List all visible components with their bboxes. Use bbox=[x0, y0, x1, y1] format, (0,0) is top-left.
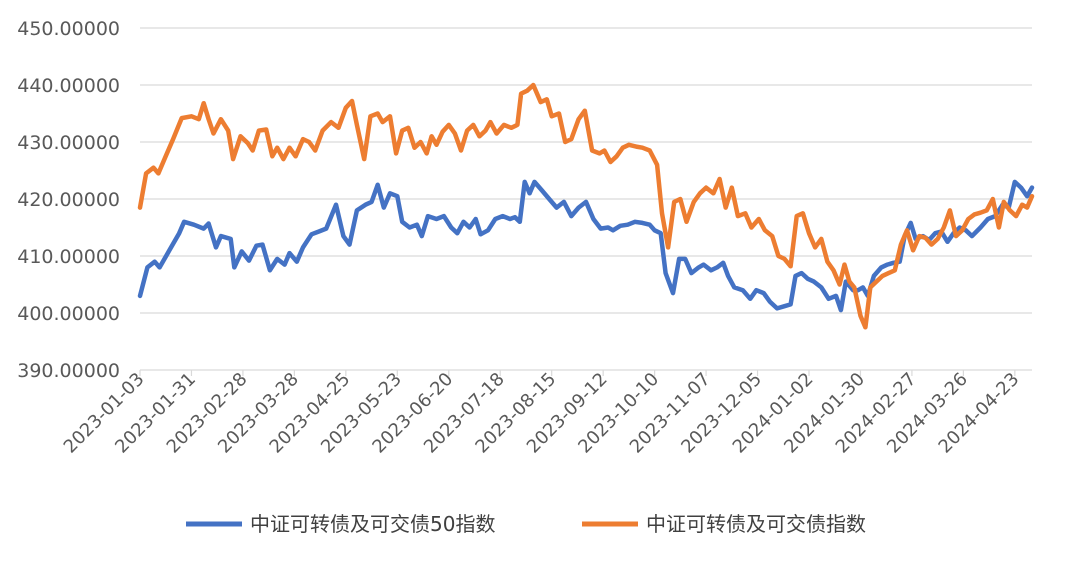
y-tick-label: 420.00000 bbox=[17, 189, 120, 211]
legend-label-cb-all: 中证可转债及可交债指数 bbox=[646, 512, 866, 536]
y-axis: 390.00000 400.00000 410.00000 420.00000 430.… bbox=[17, 18, 120, 382]
y-tick-label: 410.00000 bbox=[17, 246, 120, 268]
legend-item-cb50[interactable]: 中证可转债及可交债50指数 bbox=[186, 512, 495, 536]
y-tick-label: 400.00000 bbox=[17, 303, 120, 325]
y-tick-label: 440.00000 bbox=[17, 75, 120, 97]
y-tick-label: 450.00000 bbox=[17, 18, 120, 40]
y-tick-label: 430.00000 bbox=[17, 132, 120, 154]
legend: 中证可转债及可交债50指数 中证可转债及可交债指数 bbox=[186, 512, 866, 536]
legend-item-cb-all[interactable]: 中证可转债及可交债指数 bbox=[582, 512, 866, 536]
series-line-cb50 bbox=[137, 179, 1035, 313]
y-tick-label: 390.00000 bbox=[17, 360, 120, 382]
gridlines bbox=[140, 27, 1032, 314]
series-line-cb-all bbox=[137, 82, 1035, 330]
x-axis: 2023-01-032023-01-312023-02-282023-03-28… bbox=[60, 369, 1032, 458]
series-lines bbox=[137, 82, 1035, 330]
legend-label-cb50: 中证可转债及可交债50指数 bbox=[250, 512, 495, 536]
